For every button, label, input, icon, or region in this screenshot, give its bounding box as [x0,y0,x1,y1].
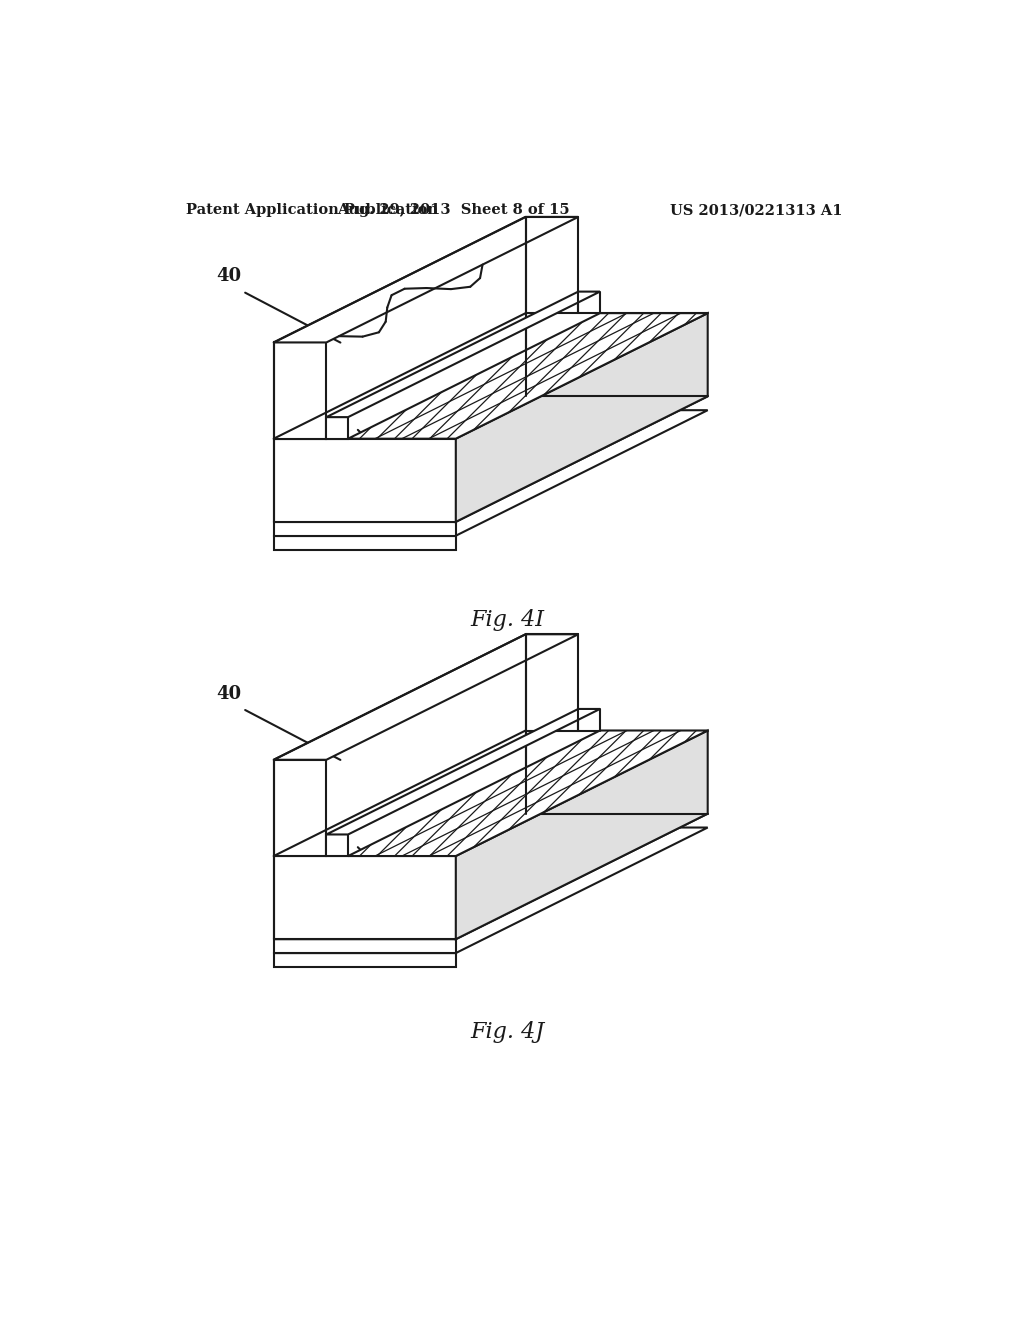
Polygon shape [273,760,327,857]
Polygon shape [273,828,708,953]
PathPatch shape [348,730,708,857]
Polygon shape [456,313,708,521]
Polygon shape [327,292,600,417]
Polygon shape [273,813,708,940]
Text: US 2013/0221313 A1: US 2013/0221313 A1 [671,203,843,216]
Text: Fig. 4I: Fig. 4I [471,609,545,631]
Polygon shape [273,940,456,953]
Polygon shape [273,635,579,760]
Polygon shape [273,953,456,966]
Text: 38: 38 [417,900,441,919]
Polygon shape [273,411,708,536]
Polygon shape [348,313,708,438]
Polygon shape [327,709,600,834]
Polygon shape [273,438,456,521]
Text: Fig. 4J: Fig. 4J [471,1020,545,1043]
Polygon shape [273,396,708,521]
Text: Aug. 29, 2013  Sheet 8 of 15: Aug. 29, 2013 Sheet 8 of 15 [337,203,569,216]
Text: Patent Application Publication: Patent Application Publication [186,203,438,216]
Polygon shape [348,730,708,857]
Polygon shape [273,536,456,549]
Text: 40: 40 [417,499,441,516]
Polygon shape [327,417,348,438]
Text: 40: 40 [417,916,441,935]
Polygon shape [273,216,579,342]
Polygon shape [273,857,456,940]
Polygon shape [327,834,348,857]
Text: 40: 40 [216,685,242,702]
Polygon shape [456,730,708,940]
PathPatch shape [348,313,708,438]
Text: 38: 38 [417,483,441,502]
Text: 40: 40 [216,267,242,285]
Polygon shape [273,342,327,438]
Polygon shape [273,521,456,536]
